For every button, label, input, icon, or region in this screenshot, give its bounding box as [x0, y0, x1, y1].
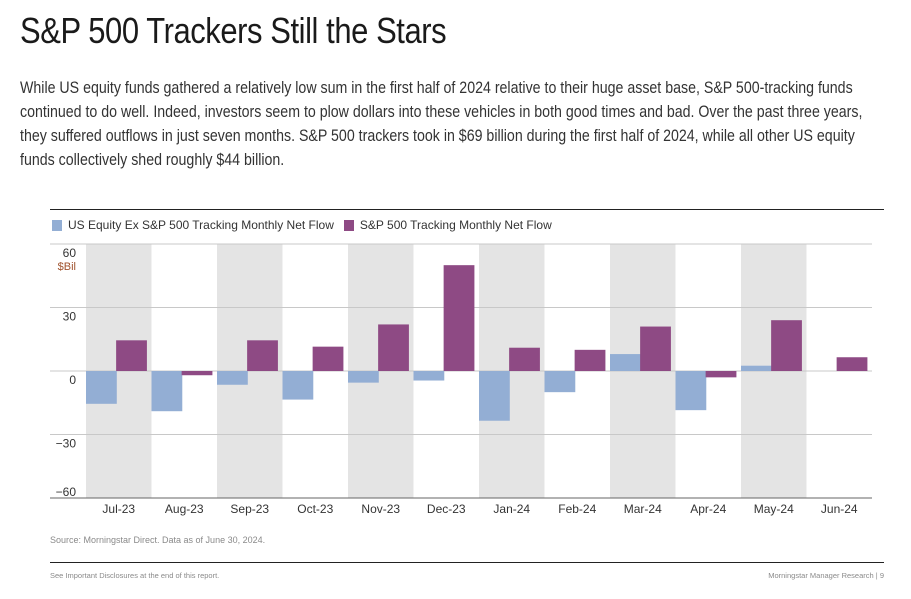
page-title: S&P 500 Trackers Still the Stars — [20, 10, 447, 51]
bar-us-equity-ex-sp500 — [479, 371, 510, 421]
y-tick-label: 0 — [69, 373, 76, 387]
bar-us-equity-ex-sp500 — [413, 371, 445, 381]
bar-sp500-tracking — [509, 347, 540, 371]
x-tick-label: May-24 — [754, 502, 794, 516]
bar-sp500-tracking — [378, 324, 409, 371]
bar-us-equity-ex-sp500 — [675, 371, 707, 411]
bar-sp500-tracking — [574, 349, 606, 371]
bar-sp500-tracking — [640, 326, 671, 371]
chart-top-rule — [50, 209, 884, 210]
bar-sp500-tracking — [771, 320, 802, 371]
bar-us-equity-ex-sp500 — [544, 371, 576, 393]
bar-us-equity-ex-sp500 — [86, 371, 117, 404]
bar-us-equity-ex-sp500 — [151, 371, 183, 412]
x-tick-label: Nov-23 — [361, 502, 400, 516]
page-number: 9 — [879, 571, 884, 580]
net-flow-bar-chart: 60 30 0 −30 −60 $Bil Jul-23 Aug-23 Sep-23 Oct-23 N… — [50, 243, 872, 516]
y-tick-label: −60 — [56, 485, 77, 499]
x-tick-label: Apr-24 — [690, 502, 726, 516]
bar-sp500-tracking — [443, 265, 475, 371]
bar-sp500-tracking — [836, 357, 868, 371]
footer-separator: | — [875, 571, 880, 580]
legend-item-ex-sp500: US Equity Ex S&P 500 Tracking Monthly Ne… — [52, 218, 334, 232]
legend-label-ex-sp500: US Equity Ex S&P 500 Tracking Monthly Ne… — [68, 218, 334, 232]
chart-legend: US Equity Ex S&P 500 Tracking Monthly Ne… — [52, 218, 562, 232]
brand-name: Morningstar Manager Research — [768, 571, 874, 580]
legend-swatch-sp500 — [343, 219, 354, 231]
x-tick-label: Mar-24 — [624, 502, 662, 516]
x-tick-label: Dec-23 — [427, 502, 466, 516]
x-tick-label: Jun-24 — [821, 502, 858, 516]
source-note: Source: Morningstar Direct. Data as of J… — [50, 535, 266, 545]
bar-us-equity-ex-sp500 — [610, 354, 641, 371]
x-tick-label: Feb-24 — [558, 502, 596, 516]
bar-us-equity-ex-sp500 — [348, 371, 379, 383]
footer-brand: Morningstar Manager Research | 9 — [768, 571, 884, 580]
bar-us-equity-ex-sp500 — [217, 371, 248, 385]
footer-rule — [50, 562, 884, 563]
y-unit-label: $Bil — [58, 261, 76, 273]
bar-sp500-tracking — [312, 346, 344, 371]
legend-label-sp500: S&P 500 Tracking Monthly Net Flow — [359, 218, 552, 232]
x-tick-label: Aug-23 — [165, 502, 204, 516]
bar-sp500-tracking — [247, 340, 278, 371]
chart-container: US Equity Ex S&P 500 Tracking Monthly Ne… — [50, 209, 884, 539]
x-tick-label: Jan-24 — [493, 502, 530, 516]
bar-us-equity-ex-sp500 — [282, 371, 314, 400]
disclosure-note: See Important Disclosures at the end of … — [50, 571, 220, 580]
x-tick-label: Oct-23 — [297, 502, 333, 516]
y-tick-label: −30 — [56, 437, 77, 451]
legend-swatch-ex-sp500 — [52, 219, 62, 231]
bar-sp500-tracking — [181, 371, 213, 376]
x-tick-label: Jul-23 — [102, 502, 135, 516]
intro-paragraph: While US equity funds gathered a relativ… — [20, 79, 863, 169]
bar-sp500-tracking — [116, 340, 147, 371]
bar-sp500-tracking — [705, 371, 737, 378]
legend-item-sp500: S&P 500 Tracking Monthly Net Flow — [343, 218, 552, 232]
y-tick-label: 60 — [63, 246, 77, 260]
x-tick-label: Sep-23 — [230, 502, 269, 516]
bar-us-equity-ex-sp500 — [741, 365, 772, 371]
y-tick-label: 30 — [63, 310, 77, 324]
